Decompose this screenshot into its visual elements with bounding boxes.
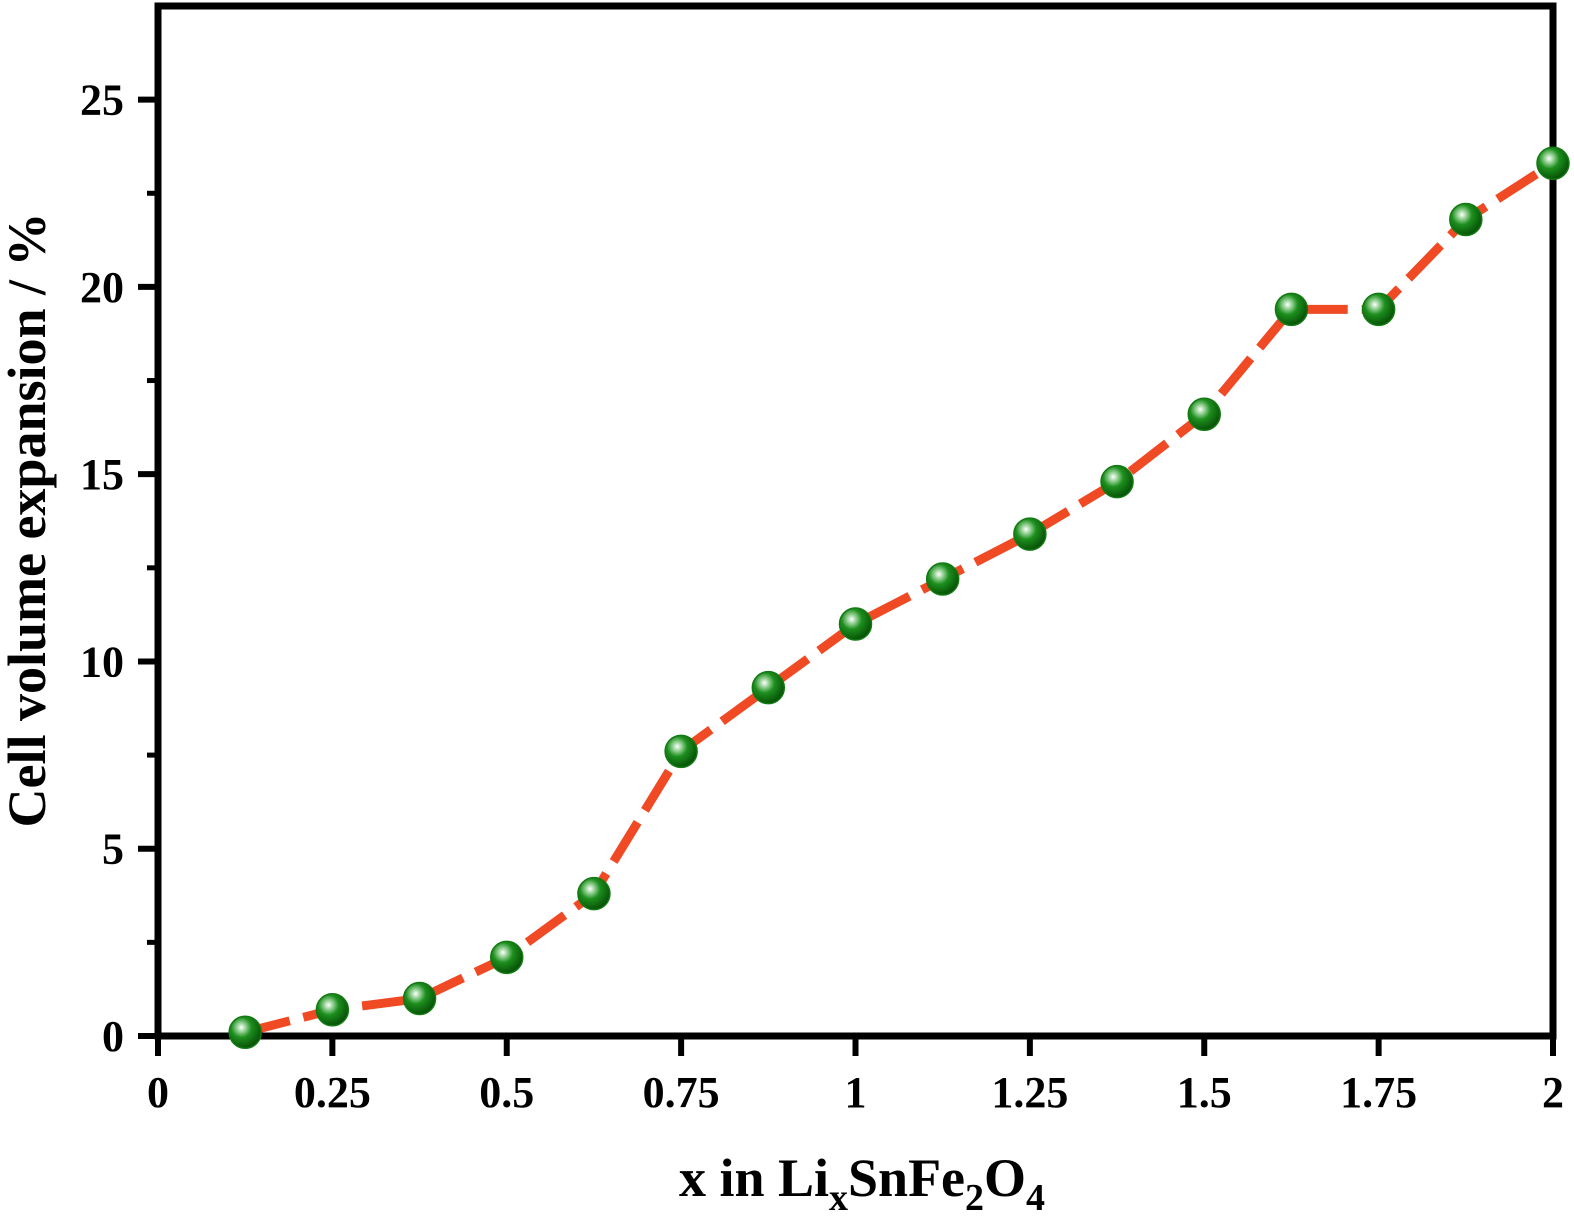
data-point xyxy=(577,876,611,911)
x-tick-label: 1.75 xyxy=(1340,1068,1417,1117)
data-point xyxy=(1361,292,1396,327)
x-tick-label: 1.25 xyxy=(991,1068,1068,1117)
data-point xyxy=(1274,292,1309,327)
y-tick-label: 10 xyxy=(80,637,124,686)
y-axis-title: Cell volume expansion / % xyxy=(0,212,57,827)
x-axis-title: x in LixSnFe2O4 xyxy=(679,1148,1045,1217)
data-point xyxy=(925,562,960,596)
x-tick-label: 2 xyxy=(1542,1068,1564,1117)
plot-border xyxy=(154,2,1557,1040)
data-point xyxy=(228,1015,262,1050)
series-markers xyxy=(228,146,1570,1050)
data-point xyxy=(1013,517,1047,551)
data-point xyxy=(490,940,524,975)
data-point xyxy=(1449,202,1483,237)
y-tick-label: 0 xyxy=(102,1012,124,1061)
x-axis-title-sub: x xyxy=(829,1177,848,1217)
x-axis-tick-labels: 0 0.25 0.5 0.75 1 1.25 1.5 1.75 2 xyxy=(147,1068,1564,1117)
y-axis-ticks xyxy=(138,96,158,1039)
series-0 xyxy=(228,146,1570,1050)
data-point xyxy=(751,670,786,705)
x-axis-title-part: O xyxy=(984,1148,1026,1208)
y-tick-label: 5 xyxy=(102,825,124,874)
x-tick-label: 1 xyxy=(845,1068,867,1117)
series-line xyxy=(244,159,1556,1037)
x-tick-label: 0.5 xyxy=(479,1068,534,1117)
data-point xyxy=(402,981,437,1016)
data-point xyxy=(1536,146,1570,181)
y-tick-label: 20 xyxy=(80,263,124,312)
x-tick-label: 0.25 xyxy=(294,1068,371,1117)
x-axis-title-part: SnFe xyxy=(848,1148,965,1208)
data-point xyxy=(1187,397,1221,432)
y-tick-label: 25 xyxy=(80,76,124,125)
x-axis-title-part: x in Li xyxy=(679,1148,829,1208)
data-point xyxy=(315,993,350,1027)
x-axis-title-sub: 2 xyxy=(965,1177,984,1217)
x-axis-ticks xyxy=(155,1036,1556,1056)
plot-frame xyxy=(154,2,1557,1040)
y-axis-tick-labels: 0 5 10 15 20 25 xyxy=(80,76,124,1061)
x-tick-label: 0.75 xyxy=(643,1068,720,1117)
x-axis-title-sub: 4 xyxy=(1026,1177,1045,1217)
data-point xyxy=(664,734,698,769)
data-point xyxy=(1100,464,1134,499)
y-tick-label: 15 xyxy=(80,450,124,499)
x-tick-label: 0 xyxy=(147,1068,169,1117)
x-tick-label: 1.5 xyxy=(1177,1068,1232,1117)
data-point xyxy=(838,607,873,641)
